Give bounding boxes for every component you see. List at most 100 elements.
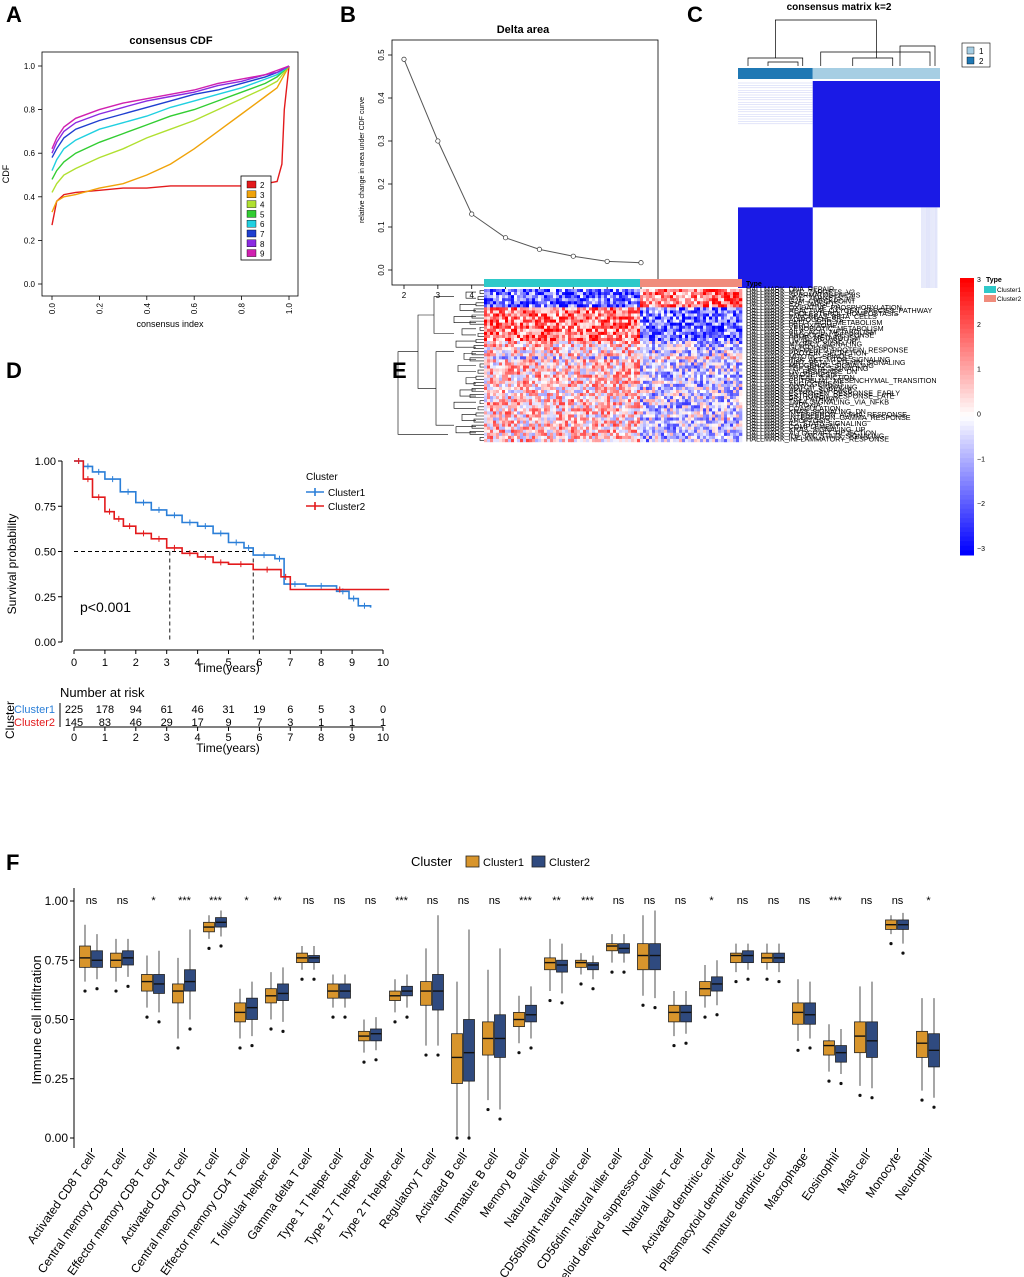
e-cell [586, 350, 590, 354]
e-cell [604, 353, 608, 357]
e-cell [715, 310, 719, 314]
e-cell [700, 304, 704, 308]
e-cell [730, 341, 734, 345]
e-cell [676, 365, 680, 369]
e-cell [688, 423, 692, 427]
e-cell [556, 368, 560, 372]
e-cell [589, 426, 593, 430]
e-cell [538, 325, 542, 329]
e-cell [553, 435, 557, 440]
e-cell [580, 295, 584, 299]
d-legend-key [306, 488, 324, 496]
e-cell [685, 347, 689, 351]
e-cell [595, 408, 599, 412]
e-cell [544, 341, 548, 345]
e-cell [664, 429, 668, 434]
e-cell [652, 417, 656, 421]
f-outlier [126, 984, 130, 988]
panel-e-heatmap: Type HALLMARK_DNA_REPAIRHALLMARK_MYC_TAR… [397, 277, 1022, 556]
e-cell [589, 337, 593, 342]
e-cell [730, 399, 734, 403]
e-cell [670, 399, 674, 403]
e-cell [502, 350, 506, 354]
e-scale-step [960, 467, 974, 473]
e-cell [646, 435, 650, 440]
e-cell [655, 353, 659, 357]
e-cell [613, 295, 617, 299]
f-ytick-label: 1.00 [45, 894, 69, 908]
e-cell [715, 313, 719, 317]
a-legend-label: 5 [260, 210, 265, 219]
e-cell [658, 438, 662, 443]
e-cell [649, 301, 653, 305]
e-cell [538, 298, 542, 302]
e-cell [712, 331, 716, 336]
e-scale-step [960, 439, 974, 445]
e-cell [628, 365, 632, 369]
e-cell [736, 307, 740, 311]
e-cell [601, 322, 605, 326]
e-cell [622, 331, 626, 336]
e-cell [622, 319, 626, 323]
e-cell [625, 331, 629, 336]
e-cell [721, 289, 725, 293]
e-cell [670, 301, 674, 305]
e-cell [553, 347, 557, 351]
e-cell [601, 365, 605, 369]
e-cell [544, 334, 548, 339]
e-cell [496, 435, 500, 440]
e-cell [715, 341, 719, 345]
e-cell [607, 389, 611, 394]
e-cell [664, 393, 668, 397]
e-cell [619, 304, 623, 308]
e-cell [544, 295, 548, 299]
e-cell [517, 313, 521, 317]
e-cell [535, 399, 539, 403]
a-legend-swatch [246, 190, 257, 199]
e-cell [514, 371, 518, 375]
e-cell [616, 429, 620, 434]
e-cell [502, 405, 506, 409]
e-cell [628, 414, 632, 418]
e-cell [598, 325, 602, 329]
e-cell [556, 347, 560, 351]
panel-a-title: consensus CDF [129, 35, 212, 47]
e-cell [673, 368, 677, 372]
e-cell [601, 331, 605, 336]
e-cell [640, 334, 644, 339]
e-cell [628, 298, 632, 302]
e-cell [709, 377, 713, 381]
e-cell [568, 438, 572, 443]
e-cell [532, 331, 536, 336]
e-cell [679, 371, 683, 375]
e-cell [661, 365, 665, 369]
e-cell [553, 429, 557, 434]
e-cell [508, 356, 512, 360]
e-cell [571, 292, 575, 296]
e-cell [688, 396, 692, 400]
e-cell [628, 405, 632, 409]
e-cell [577, 389, 581, 394]
e-cell [553, 399, 557, 403]
e-cell [598, 402, 602, 406]
e-cell [550, 292, 554, 296]
e-cell [541, 304, 545, 308]
e-cell [619, 405, 623, 409]
e-cell [547, 347, 551, 351]
e-cell [703, 371, 707, 375]
e-cell [730, 304, 734, 308]
e-cell [544, 301, 548, 305]
e-cell [727, 353, 731, 357]
e-cell [526, 414, 530, 418]
e-cell [679, 304, 683, 308]
e-cell [553, 408, 557, 412]
e-cell [565, 350, 569, 354]
e-cell [532, 389, 536, 394]
e-cell [625, 420, 629, 424]
e-cell [520, 393, 524, 397]
e-cell [487, 319, 491, 323]
e-cell [553, 420, 557, 424]
e-cell [622, 414, 626, 418]
e-cell [733, 310, 737, 314]
e-cell [559, 371, 563, 375]
